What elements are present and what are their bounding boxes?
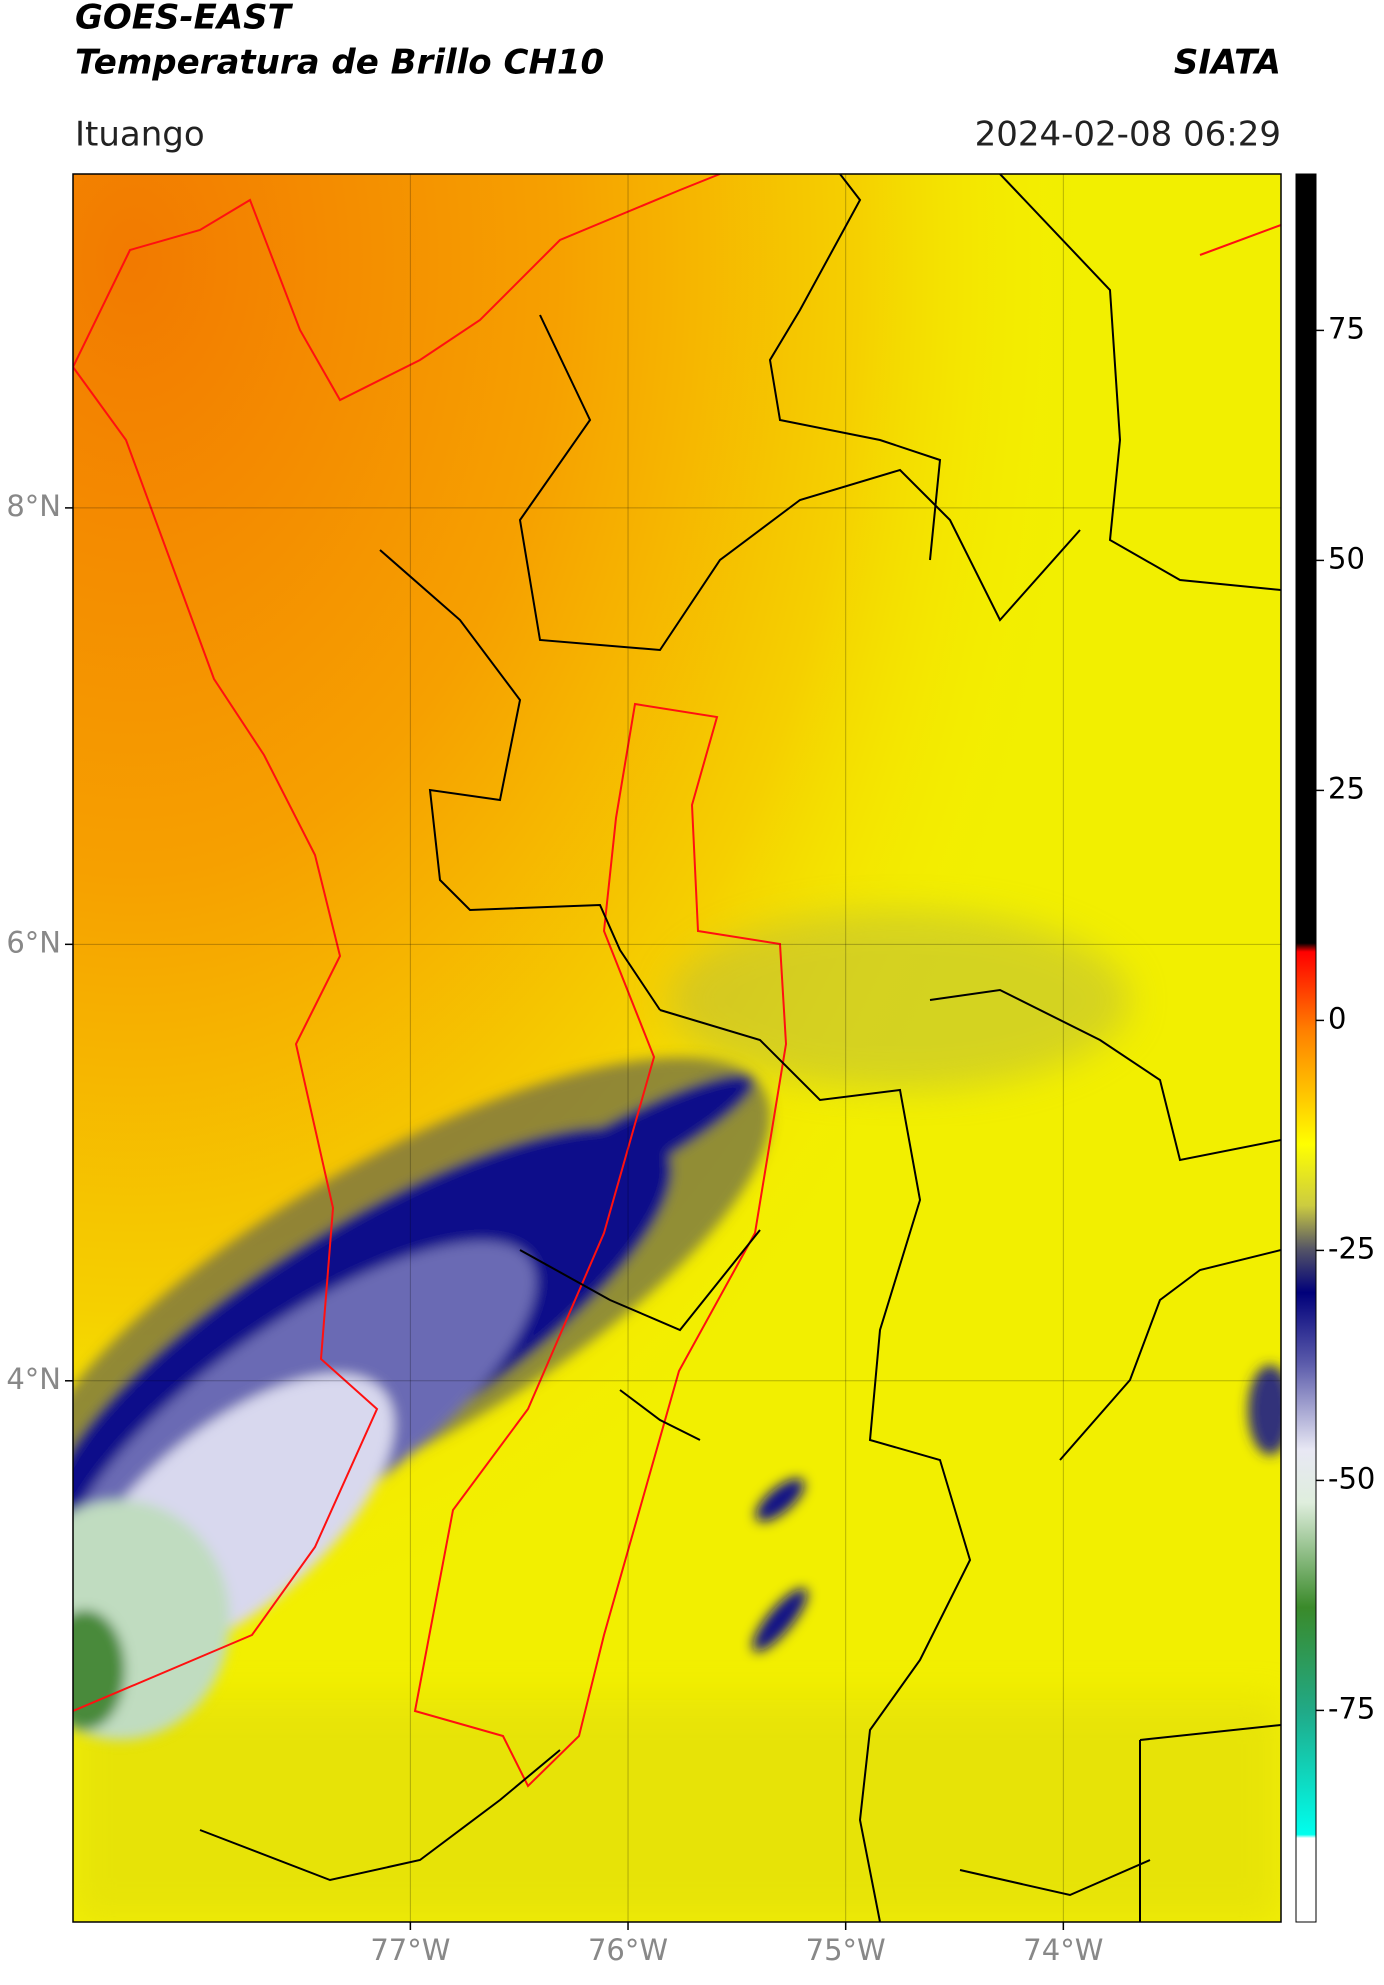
colorbar-tick-label: -75 [1328,1691,1375,1725]
x-tick-label: 75°W [806,1933,886,1967]
y-tick-label: 8°N [6,489,61,523]
location: Ituango [75,115,205,155]
y-tick-label: 6°N [6,925,61,959]
y-tick-label: 4°N [6,1362,61,1396]
source: SIATA [1174,43,1281,83]
title: GOES-EAST [75,0,294,38]
x-tick-label: 76°W [588,1933,668,1967]
datetime: 2024-02-08 06:29 [975,115,1281,155]
colorbar [1295,173,1317,1923]
colorbar-tick-label: 50 [1328,541,1365,575]
colorbar-tick-label: -50 [1328,1461,1375,1495]
map-frame [72,173,1282,1923]
colorbar-tick-label: 0 [1328,1001,1346,1035]
map-image [73,174,1281,1922]
colorbar-tick-label: 25 [1328,771,1365,805]
x-tick-label: 77°W [370,1933,450,1967]
colorbar-tick-label: -25 [1328,1231,1375,1265]
x-tick-label: 74°W [1023,1933,1103,1967]
subtitle: Temperatura de Brillo CH10 [75,43,604,83]
colorbar-tick-label: 75 [1328,311,1365,345]
